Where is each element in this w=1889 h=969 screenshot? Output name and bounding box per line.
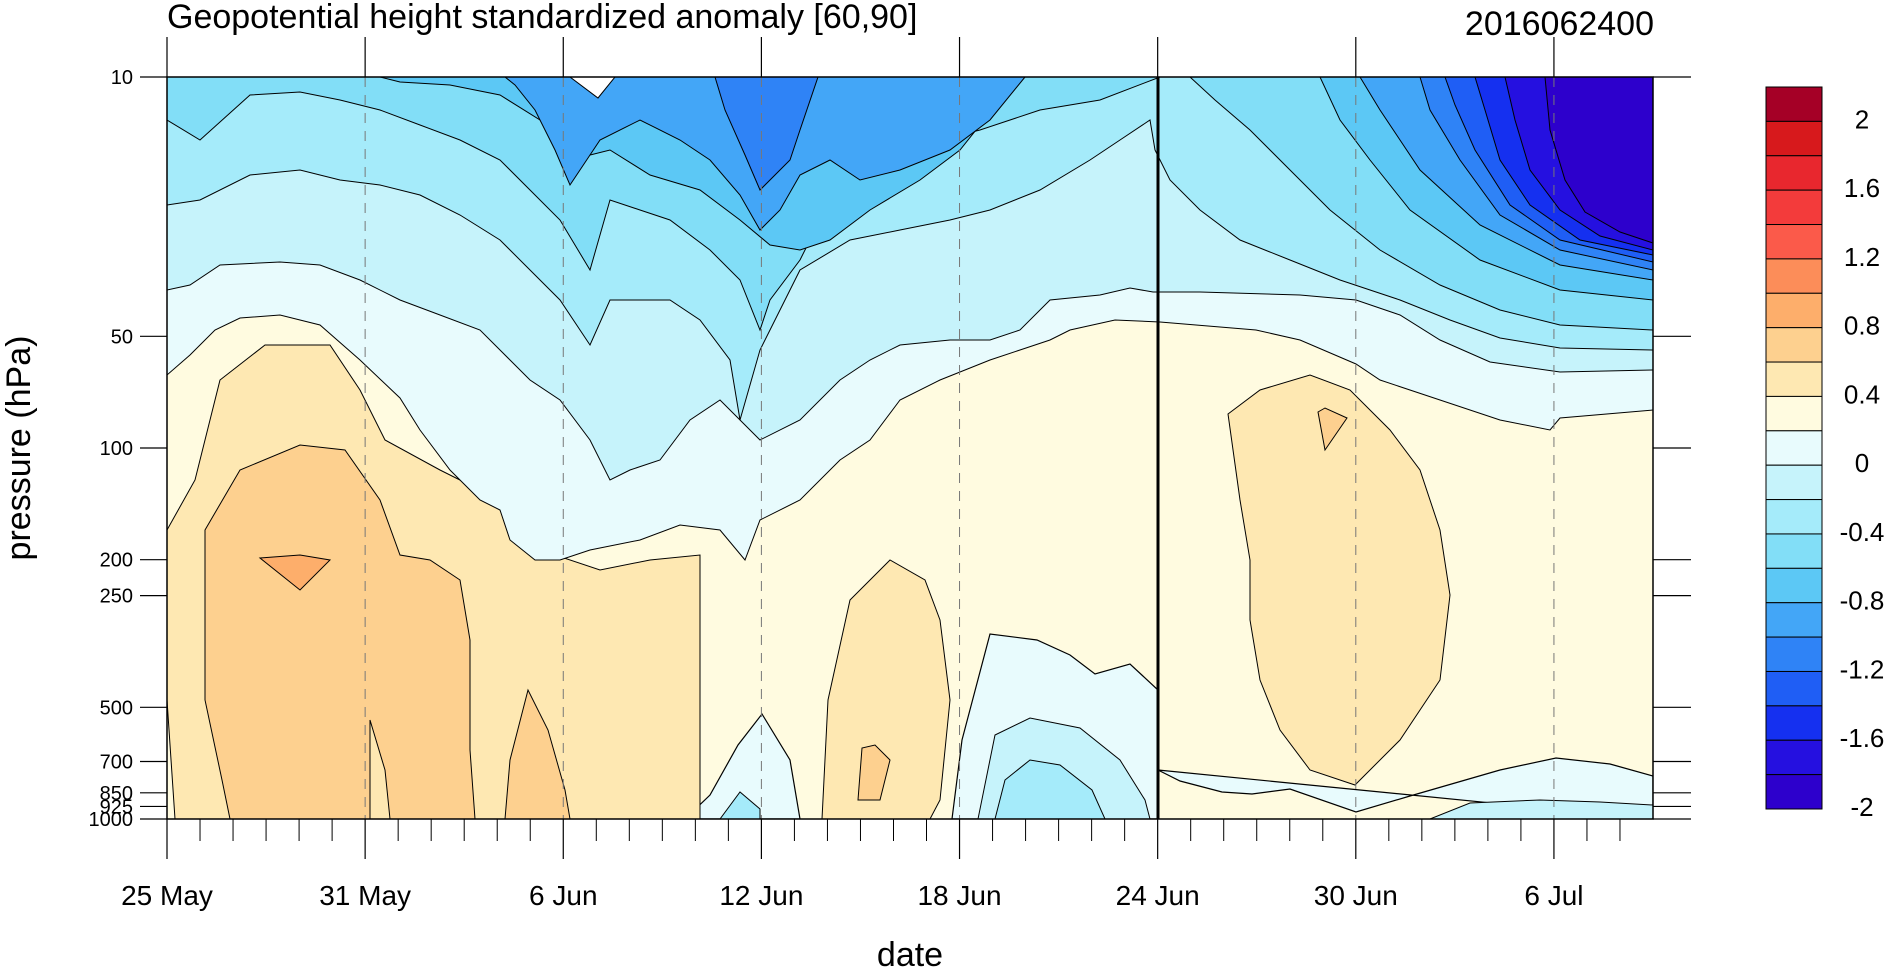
colorbar-label: 0.8 bbox=[1844, 311, 1880, 341]
x-tick-label: 31 May bbox=[319, 880, 411, 911]
colorbar-cell bbox=[1765, 258, 1823, 294]
colorbar-cell bbox=[1765, 705, 1823, 741]
y-tick-label: 200 bbox=[100, 550, 133, 572]
x-tick-label: 6 Jul bbox=[1524, 880, 1583, 911]
contour-fill bbox=[167, 77, 1653, 819]
colorbar-label: -1.2 bbox=[1840, 654, 1885, 684]
colorbar-cell bbox=[1765, 395, 1823, 432]
colorbar-cell bbox=[1765, 464, 1823, 501]
colorbar-cell bbox=[1765, 533, 1823, 569]
y-tick-label: 925 bbox=[100, 796, 133, 818]
colorbar: 2 1.6 1.2 0.8 0.4 0 -0.4 -0.8 -1.2 -1.6 -2 bbox=[1765, 86, 1885, 822]
chart-date-label: 2016062400 bbox=[1465, 5, 1654, 43]
colorbar-cell bbox=[1765, 120, 1823, 157]
colorbar-label: -0.8 bbox=[1840, 586, 1885, 616]
contour-band-cold-7 bbox=[714, 77, 819, 191]
colorbar-cell bbox=[1765, 327, 1823, 363]
contour-band-warm-8 bbox=[1317, 407, 1348, 452]
contour-band-warm-5 bbox=[857, 744, 891, 801]
y-tick-label: 10 bbox=[111, 67, 133, 89]
colorbar-cell bbox=[1765, 155, 1823, 191]
x-axis: 25 May 31 May 6 Jun 12 Jun 18 Jun 24 Jun 30 Ju… bbox=[121, 37, 1621, 911]
y-tick-label: 850 bbox=[100, 783, 133, 805]
contour-band-warm-4 bbox=[821, 559, 951, 819]
colorbar-cell bbox=[1765, 774, 1823, 810]
x-axis-label: date bbox=[877, 936, 943, 969]
colorbar-cell bbox=[1765, 739, 1823, 776]
x-tick-label: 6 Jun bbox=[529, 880, 598, 911]
contour-band-surface-blue bbox=[719, 791, 761, 819]
colorbar-cell bbox=[1765, 189, 1823, 226]
colorbar-cell bbox=[1765, 499, 1823, 535]
contour-band-warm-7 bbox=[1227, 374, 1451, 786]
colorbar-cell bbox=[1765, 292, 1823, 329]
y-tick-label: 500 bbox=[100, 697, 133, 719]
x-tick-label: 18 Jun bbox=[917, 880, 1001, 911]
colorbar-cell bbox=[1765, 670, 1823, 707]
colorbar-label: 2 bbox=[1855, 104, 1869, 134]
contour-band-warm-2 bbox=[204, 444, 476, 819]
x-tick-label: 25 May bbox=[121, 880, 213, 911]
y-axis-label: pressure (hPa) bbox=[0, 336, 38, 561]
contour-band-cold-4 bbox=[167, 77, 1653, 332]
contour-band-surface-cyan bbox=[684, 712, 801, 819]
y-tick-label: 250 bbox=[100, 586, 133, 608]
y-tick-label: 50 bbox=[111, 326, 133, 348]
colorbar-label: -1.6 bbox=[1840, 723, 1885, 753]
x-tick-label: 12 Jun bbox=[719, 880, 803, 911]
contour-band-surface-blue-3 bbox=[994, 759, 1106, 819]
colorbar-cell bbox=[1765, 430, 1823, 466]
chart-title: Geopotential height standardized anomaly… bbox=[167, 0, 917, 36]
contour-band-warm-6 bbox=[258, 554, 332, 591]
x-tick-label: 30 Jun bbox=[1314, 880, 1398, 911]
colorbar-cell bbox=[1765, 361, 1823, 397]
colorbar-label: 1.6 bbox=[1844, 173, 1880, 203]
colorbar-cell bbox=[1765, 636, 1823, 672]
y-tick-label: 100 bbox=[100, 438, 133, 460]
x-tick-label: 24 Jun bbox=[1116, 880, 1200, 911]
colorbar-label: 0.4 bbox=[1844, 379, 1880, 409]
colorbar-cell bbox=[1765, 602, 1823, 638]
contour-band-warm-3 bbox=[504, 688, 571, 819]
y-tick-label: 700 bbox=[100, 752, 133, 774]
colorbar-label: 0 bbox=[1855, 448, 1869, 478]
colorbar-label: 1.2 bbox=[1844, 242, 1880, 272]
y-tick-label: 1000 bbox=[89, 809, 134, 831]
colorbar-cell bbox=[1765, 224, 1823, 260]
contour-band-white-spot bbox=[569, 77, 616, 99]
colorbar-cell bbox=[1765, 567, 1823, 604]
colorbar-label: -2 bbox=[1850, 792, 1873, 822]
contour-band-surface-blue-4 bbox=[1429, 799, 1653, 819]
contour-band-cold-12 bbox=[1544, 77, 1653, 244]
colorbar-label: -0.4 bbox=[1840, 517, 1885, 547]
colorbar-cell bbox=[1765, 86, 1823, 122]
